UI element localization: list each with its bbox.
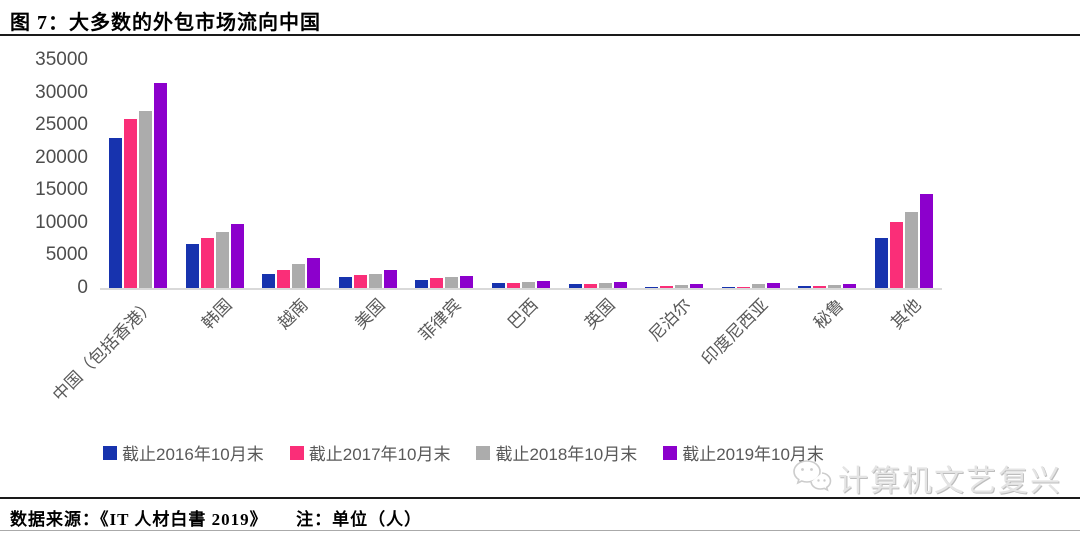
bar-截止2016年10月末-越南	[262, 274, 275, 288]
bar-截止2016年10月末-英国	[569, 284, 582, 288]
chart-legend: 截止2016年10月末 截止2017年10月末 截止2018年10月末 截止2019年…	[103, 440, 824, 465]
bar-截止2019年10月末-英国	[614, 282, 627, 288]
bar-截止2017年10月末-巴西	[507, 283, 520, 288]
bar-截止2018年10月末-韩国	[216, 232, 229, 288]
bar-截止2018年10月末-巴西	[522, 282, 535, 288]
bar-截止2016年10月末-巴西	[492, 283, 505, 288]
watermark: 计算机文艺复兴	[792, 456, 1062, 500]
y-axis-tick-label: 10000	[35, 211, 88, 233]
bar-截止2019年10月末-美国	[384, 270, 397, 288]
bar-截止2018年10月末-英国	[599, 283, 612, 288]
bar-截止2018年10月末-其他	[905, 212, 918, 288]
y-axis-tick-label: 35000	[35, 49, 88, 70]
bar-截止2019年10月末-菲律宾	[460, 276, 473, 288]
data-source-text: 数据来源：《IT 人材白書 2019》	[10, 510, 268, 529]
legend-swatch-icon	[663, 445, 678, 460]
y-axis-tick-label: 5000	[45, 244, 88, 266]
footer-note: 数据来源：《IT 人材白書 2019》 注：单位（人）	[10, 505, 422, 530]
bar-截止2016年10月末-印度尼西亚	[722, 287, 735, 288]
title-divider	[0, 34, 1080, 36]
legend-item-label: 截止2018年10月末	[495, 445, 638, 464]
bottom-border	[0, 530, 1080, 531]
bar-截止2019年10月末-印度尼西亚	[767, 283, 780, 288]
bar-截止2017年10月末-英国	[584, 284, 597, 288]
bar-截止2016年10月末-其他	[875, 238, 888, 288]
bar-截止2019年10月末-巴西	[537, 281, 550, 288]
bar-截止2016年10月末-中国（包括香港）	[109, 138, 122, 288]
bar-截止2018年10月末-中国（包括香港）	[139, 111, 152, 288]
bar-截止2017年10月末-其他	[890, 222, 903, 288]
bar-截止2018年10月末-尼泊尔	[675, 285, 688, 288]
bar-截止2016年10月末-菲律宾	[415, 280, 428, 288]
x-axis-category-label: 越南	[274, 295, 312, 333]
bar-截止2017年10月末-中国（包括香港）	[124, 119, 137, 288]
footer-divider	[0, 497, 1080, 499]
legend-item: 截止2017年10月末	[289, 440, 451, 465]
bar-截止2018年10月末-印度尼西亚	[752, 284, 765, 288]
unit-note-text: 注：单位（人）	[296, 510, 423, 529]
x-axis-category-label: 印度尼西亚	[698, 295, 772, 369]
x-axis-baseline	[100, 288, 942, 290]
legend-item: 截止2018年10月末	[476, 440, 637, 465]
legend-item-label: 截止2017年10月末	[308, 445, 451, 464]
y-axis-tick-label: 15000	[35, 179, 88, 201]
bar-截止2017年10月末-越南	[277, 270, 290, 288]
x-axis-category-label: 英国	[581, 295, 619, 333]
bar-截止2018年10月末-越南	[292, 264, 305, 288]
x-axis-category-label: 尼泊尔	[645, 295, 695, 345]
legend-swatch-icon	[476, 445, 491, 460]
legend-item-label: 截止2019年10月末	[682, 445, 824, 464]
bar-截止2016年10月末-秘鲁	[798, 286, 811, 288]
wechat-icon	[792, 459, 832, 498]
legend-item: 截止2019年10月末	[663, 440, 824, 465]
bar-截止2019年10月末-其他	[920, 194, 933, 288]
bar-截止2019年10月末-中国（包括香港）	[154, 83, 167, 288]
x-axis-category-label: 巴西	[504, 295, 542, 333]
y-axis-tick-label: 25000	[35, 114, 88, 136]
bar-截止2017年10月末-印度尼西亚	[737, 287, 750, 288]
bar-截止2016年10月末-美国	[339, 277, 352, 288]
legend-item-label: 截止2016年10月末	[122, 445, 264, 464]
bar-截止2019年10月末-秘鲁	[843, 284, 856, 288]
bar-截止2018年10月末-菲律宾	[445, 277, 458, 288]
y-axis-tick-label: 30000	[35, 81, 88, 103]
legend-swatch-icon	[289, 445, 304, 460]
bar-截止2018年10月末-美国	[369, 274, 382, 288]
watermark-text: 计算机文艺复兴	[838, 465, 1062, 498]
x-axis-category-label: 中国（包括香港）	[49, 295, 159, 405]
bar-截止2017年10月末-尼泊尔	[660, 286, 673, 288]
x-axis-category-label: 韩国	[198, 295, 236, 333]
bar-截止2017年10月末-美国	[354, 275, 367, 288]
bar-截止2019年10月末-韩国	[231, 224, 244, 288]
x-axis-category-label: 秘鲁	[810, 295, 848, 333]
figure-title: 图 7：大多数的外包市场流向中国	[10, 12, 321, 34]
bar-截止2017年10月末-菲律宾	[430, 278, 443, 288]
x-axis-category-label: 美国	[351, 295, 389, 333]
y-axis-tick-label: 0	[77, 277, 88, 298]
bar-截止2019年10月末-越南	[307, 258, 320, 288]
bar-截止2018年10月末-秘鲁	[828, 285, 841, 288]
x-axis-category-label: 其他	[887, 295, 925, 333]
bar-截止2016年10月末-尼泊尔	[645, 287, 658, 288]
bar-截止2016年10月末-韩国	[186, 244, 199, 288]
x-axis-category-label: 菲律宾	[415, 295, 465, 345]
y-axis-tick-label: 20000	[35, 146, 88, 168]
legend-item: 截止2016年10月末	[103, 440, 264, 465]
bar-截止2019年10月末-尼泊尔	[690, 284, 703, 288]
legend-swatch-icon	[103, 445, 117, 460]
bar-截止2017年10月末-秘鲁	[813, 286, 826, 288]
bar-截止2017年10月末-韩国	[201, 238, 214, 288]
